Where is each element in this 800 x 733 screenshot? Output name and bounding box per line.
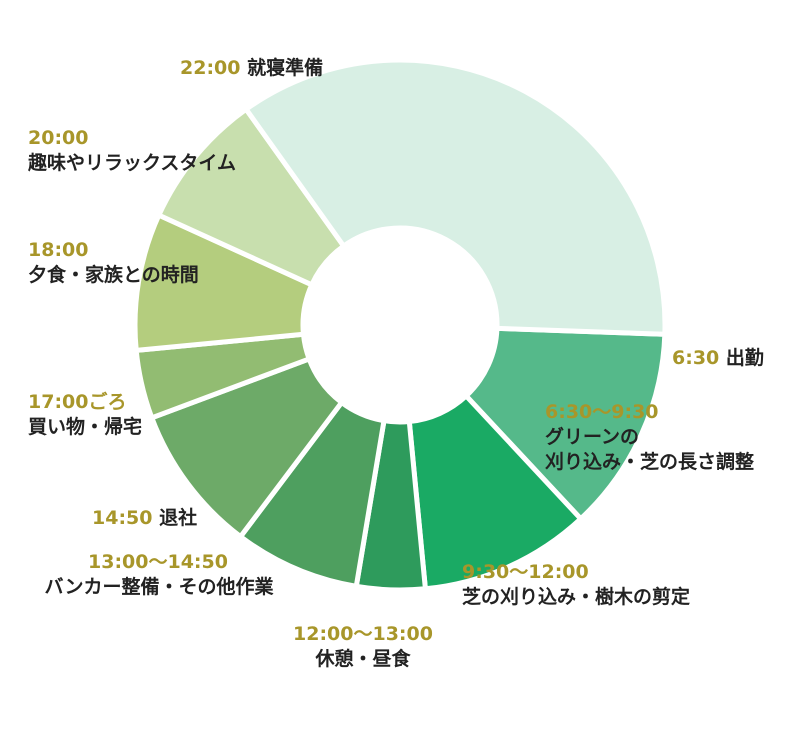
- label-1300: 13:00〜14:50 バンカー整備・その他作業: [28, 550, 290, 600]
- label-activity: 買い物・帰宅: [28, 416, 143, 438]
- label-activity: バンカー整備・その他作業: [44, 576, 274, 598]
- label-time: 17:00ごろ: [28, 391, 127, 413]
- label-activity-line1: グリーンの: [545, 426, 640, 448]
- label-0930: 9:30〜12:00 芝の刈り込み・樹木の剪定: [462, 560, 690, 610]
- label-time: 20:00: [28, 127, 89, 149]
- donut-slice-2200: [242, 57, 668, 337]
- label-activity: 就寝準備: [247, 57, 324, 79]
- label-time: 14:50: [92, 507, 153, 529]
- label-activity: 趣味やリラックスタイム: [28, 152, 237, 174]
- label-1700: 17:00ごろ 買い物・帰宅: [28, 390, 142, 440]
- label-0630-work: 6:30〜9:30 グリーンの 刈り込み・芝の長さ調整: [545, 400, 754, 475]
- label-2200: 22:00 就寝準備: [180, 56, 323, 81]
- label-time: 6:30: [672, 347, 720, 369]
- label-time: 18:00: [28, 239, 89, 261]
- label-time: 13:00〜14:50: [88, 551, 228, 573]
- label-2000: 20:00 趣味やリラックスタイム: [28, 126, 236, 176]
- label-activity: 芝の刈り込み・樹木の剪定: [462, 586, 691, 608]
- label-1800: 18:00 夕食・家族との時間: [28, 238, 199, 288]
- label-1200: 12:00〜13:00 休憩・昼食: [288, 622, 438, 672]
- label-activity: 休憩・昼食: [315, 648, 411, 670]
- label-activity-line2: 刈り込み・芝の長さ調整: [545, 451, 755, 473]
- label-0630-commute: 6:30 出勤: [672, 346, 764, 371]
- label-time: 22:00: [180, 57, 241, 79]
- donut-slice-1450: [148, 355, 346, 541]
- label-1450: 14:50 退社: [92, 506, 197, 531]
- donut-slice-930: [406, 392, 585, 592]
- label-activity: 退社: [159, 507, 198, 529]
- label-time: 12:00〜13:00: [293, 623, 433, 645]
- label-activity: 夕食・家族との時間: [28, 264, 199, 286]
- label-activity: 出勤: [725, 347, 764, 369]
- label-time: 6:30〜9:30: [545, 401, 659, 423]
- donut-slice-630: [462, 325, 668, 523]
- label-time: 9:30〜12:00: [462, 561, 589, 583]
